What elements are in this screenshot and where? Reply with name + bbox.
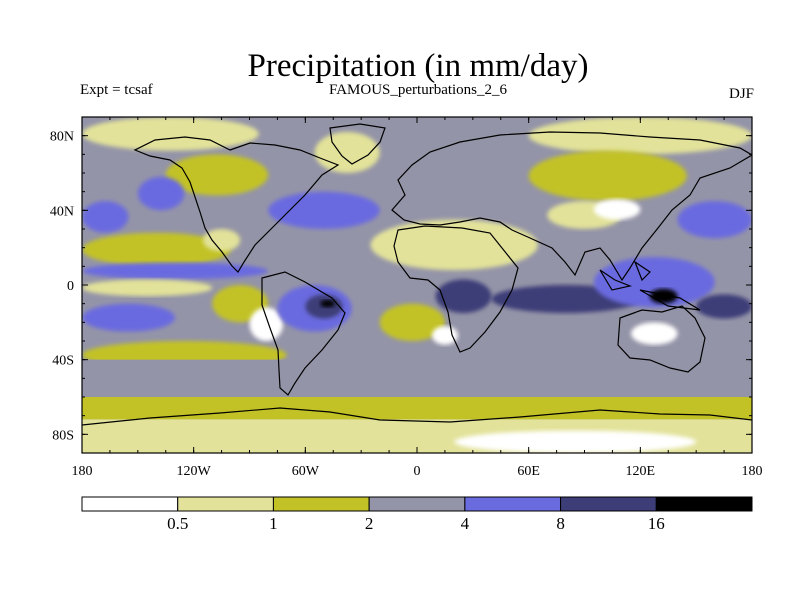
region-africa-rain: [435, 279, 492, 314]
coastline-africa: [393, 225, 519, 353]
region-spcz: [696, 294, 752, 319]
lon-tick-label: 180: [742, 464, 763, 479]
region-siberia: [528, 150, 687, 201]
region-antarctica-east: [454, 430, 697, 453]
lon-tick-label: 180: [72, 464, 93, 479]
colorbar-label: 2: [365, 514, 374, 533]
colorbar-swatch: [464, 496, 562, 512]
coastline-antarctica: [82, 407, 752, 426]
region-itcz-pacific: [82, 262, 269, 280]
region-kuroshio: [677, 201, 752, 239]
lon-tick-label: 120E: [626, 464, 656, 479]
axis-tick-labels: 80N 40N 0 40S 80S 180 120W 60W 0 60E 120E 180: [50, 130, 763, 479]
coastline-greenland: [329, 123, 386, 165]
lon-tick-label: 0: [414, 464, 421, 479]
colorbar-label: 4: [461, 514, 470, 533]
colorbar: [81, 496, 753, 512]
region-sahel-belt: [370, 219, 538, 271]
map-fill-layer: [82, 117, 752, 453]
region-south-pacific-east: [82, 303, 176, 332]
lon-tick-label: 60E: [517, 464, 540, 479]
colorbar-swatch: [655, 496, 753, 512]
region-australia-dry: [631, 322, 678, 345]
lon-tick-label: 60W: [292, 464, 320, 479]
region-nw-america-coast: [137, 176, 185, 211]
lat-tick-label: 80N: [50, 130, 74, 145]
colorbar-swatch: [560, 496, 657, 512]
colorbar-swatch: [272, 496, 370, 512]
colorbar-swatch: [81, 496, 179, 512]
lon-tick-label: 120W: [177, 464, 212, 479]
colorbar-swatch: [177, 496, 274, 512]
region-north-pacific-west: [82, 201, 129, 233]
coastline-australia: [617, 305, 706, 373]
region-southern-africa-dry: [431, 326, 458, 345]
colorbar-labels: 0.5 1 2 4 8 16: [167, 514, 665, 533]
colorbar-label: 16: [648, 514, 665, 533]
lat-tick-label: 0: [67, 279, 74, 294]
region-e-pacific-cold-tongue: [82, 279, 213, 297]
region-antarctic-coast: [82, 397, 752, 420]
experiment-label: Expt = tcsaf: [80, 82, 153, 98]
season-label: DJF: [728, 86, 754, 102]
coastline-maritime-continent: [599, 260, 701, 311]
region-maritime-continent: [593, 257, 715, 308]
lat-tick-label: 40S: [52, 354, 74, 369]
region-mongolia: [593, 199, 641, 220]
region-gulf-stream: [268, 191, 380, 229]
chart-title: Precipitation (in mm/day): [247, 48, 589, 84]
region-southern-storm-track: [82, 359, 752, 397]
colorbar-label: 0.5: [167, 514, 188, 533]
region-n-pacific-dry: [82, 232, 231, 267]
colorbar-label: 1: [269, 514, 278, 533]
coastline-eurasia: [391, 131, 752, 282]
coastlines: [82, 123, 752, 426]
lat-tick-label: 80S: [52, 428, 74, 443]
lat-tick-label: 40N: [50, 204, 74, 219]
colorbar-label: 8: [556, 514, 565, 533]
run-name-label: FAMOUS_perturbations_2_6: [328, 82, 508, 98]
region-atacama: [249, 307, 283, 342]
region-arctic-west: [82, 117, 259, 151]
region-amazon-max: [320, 299, 336, 308]
axis-ticks: [81, 116, 753, 454]
colorbar-swatch: [368, 496, 466, 512]
coastline-north-america: [133, 136, 340, 273]
region-south-atlantic-dry: [379, 303, 445, 342]
coastline-south-america: [261, 271, 346, 396]
region-mexico-dry: [202, 229, 241, 252]
